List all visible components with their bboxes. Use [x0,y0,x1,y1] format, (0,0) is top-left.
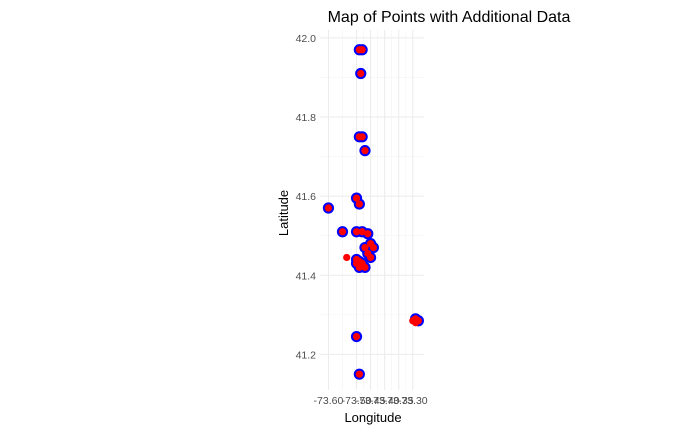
x-tick-label: -73.40 [370,395,400,407]
major-gridlines [320,30,424,390]
x-tick-label: -73.60 [314,395,344,407]
data-point-inner [361,147,369,155]
x-tick-label: -73.35 [384,395,414,407]
y-tick-label: 41.6 [296,191,317,203]
data-point-inner [352,194,361,202]
y-tick-label: 41.2 [296,349,317,361]
data-points [322,44,424,380]
data-point-inner [324,204,333,212]
data-point-inner [361,263,369,271]
minor-gridlines [320,30,424,390]
data-point-inner [355,200,363,208]
x-axis-ticks: -73.60-73.50-73.45-73.40-73.35-73.30 [314,395,428,407]
data-point-inner [355,133,363,141]
data-point-inner [364,249,372,258]
y-axis-label: Latitude [276,190,291,236]
chart-title: Map of Points with Additional Data [328,9,571,26]
y-tick-label: 41.8 [296,112,317,124]
data-point-inner [369,243,378,252]
data-point-inner [358,228,366,236]
y-tick-label: 41.4 [296,270,317,282]
y-axis-ticks: 41.2 41.4 41.6 41.8 42.0 [296,33,317,361]
data-point-inner [355,257,363,266]
data-point-inner [361,243,369,252]
y-tick-label: 42.0 [296,33,317,45]
x-tick-label: -73.45 [356,395,386,407]
x-axis-label: Longitude [344,410,401,425]
data-point-inner [358,46,366,54]
data-point-inner [355,370,363,378]
data-point-inner [343,253,351,262]
data-point-inner [364,230,372,238]
x-tick-label: -73.30 [398,395,428,407]
x-tick-label: -73.50 [342,395,372,407]
data-point-inner [352,228,361,236]
data-point-inner [352,332,361,341]
data-point-inner [338,228,347,236]
data-point-inner [357,69,365,78]
data-point-inner [411,319,420,327]
